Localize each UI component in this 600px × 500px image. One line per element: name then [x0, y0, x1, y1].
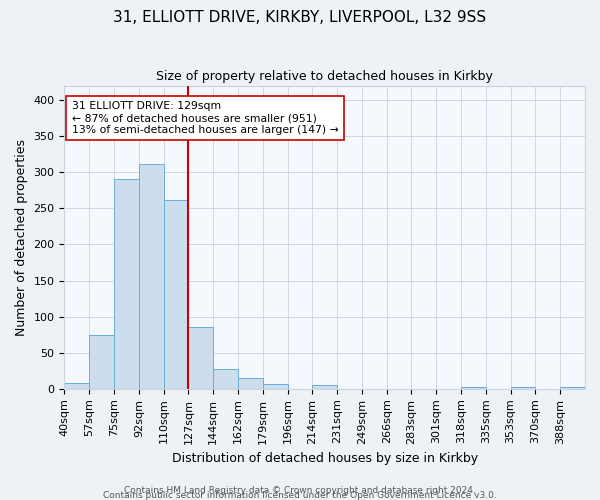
Text: Contains HM Land Registry data © Crown copyright and database right 2024.: Contains HM Land Registry data © Crown c… [124, 486, 476, 495]
Bar [114, 180, 139, 389]
Title: Size of property relative to detached houses in Kirkby: Size of property relative to detached ho… [156, 70, 493, 83]
Text: 31 ELLIOTT DRIVE: 129sqm
← 87% of detached houses are smaller (951)
13% of semi-: 31 ELLIOTT DRIVE: 129sqm ← 87% of detach… [72, 102, 338, 134]
Bar [64, 383, 89, 389]
Bar [164, 200, 188, 389]
Bar [89, 334, 114, 389]
Bar [313, 385, 337, 389]
X-axis label: Distribution of detached houses by size in Kirkby: Distribution of detached houses by size … [172, 452, 478, 465]
Bar [213, 368, 238, 389]
Text: Contains public sector information licensed under the Open Government Licence v3: Contains public sector information licen… [103, 491, 497, 500]
Bar [461, 386, 486, 389]
Bar [139, 164, 164, 389]
Y-axis label: Number of detached properties: Number of detached properties [15, 138, 28, 336]
Bar [511, 388, 535, 389]
Bar [560, 388, 585, 389]
Bar [263, 384, 287, 389]
Text: 31, ELLIOTT DRIVE, KIRKBY, LIVERPOOL, L32 9SS: 31, ELLIOTT DRIVE, KIRKBY, LIVERPOOL, L3… [113, 10, 487, 25]
Bar [188, 328, 213, 389]
Bar [238, 378, 263, 389]
